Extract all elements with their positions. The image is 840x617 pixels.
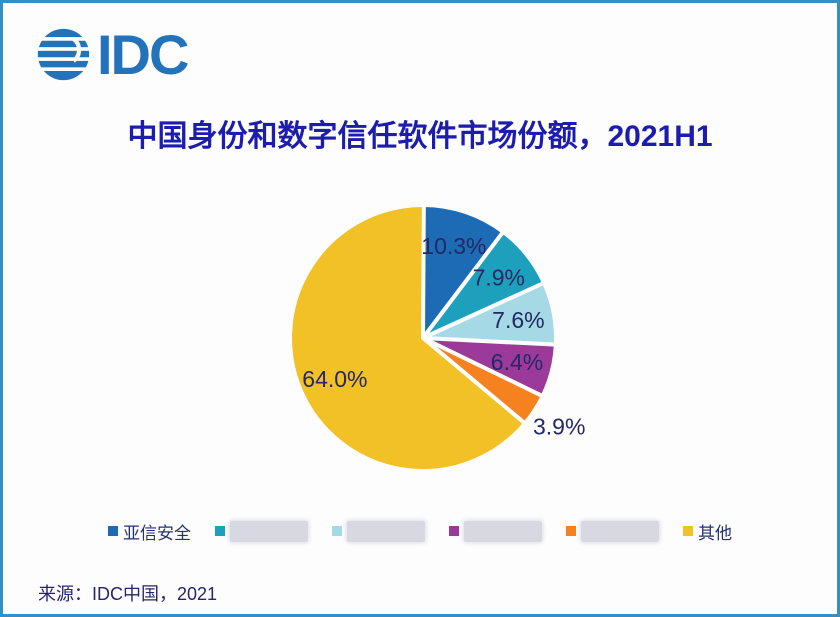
chart-title: 中国身份和数字信任软件市场份额，2021H1 xyxy=(127,120,713,153)
source-note: 来源：IDC中国，2021 xyxy=(38,584,218,604)
pie-slice-label: 6.4% xyxy=(491,349,543,375)
legend-label-redacted xyxy=(347,520,425,542)
pie-slice-label: 7.6% xyxy=(492,307,544,333)
legend-item xyxy=(332,520,425,542)
legend-item: 亚信安全 xyxy=(108,519,191,544)
legend-swatch xyxy=(683,526,693,536)
legend: 亚信安全 其他 xyxy=(3,517,837,545)
legend-label-redacted xyxy=(230,520,308,542)
legend-swatch xyxy=(332,526,342,536)
legend-item: 其他 xyxy=(683,519,732,544)
pie-slice-label: 7.9% xyxy=(473,264,525,290)
idc-logo: IDC xyxy=(36,23,189,86)
legend-swatch xyxy=(215,526,225,536)
legend-label-redacted xyxy=(581,520,659,542)
pie-slice xyxy=(288,202,527,473)
legend-item xyxy=(449,520,542,542)
legend-label: 其他 xyxy=(698,523,732,543)
pie-slice-label: 3.9% xyxy=(533,413,585,439)
pie-chart: 10.3% 7.9% 7.6% 6.4% 3.9% 64.0% xyxy=(288,202,585,473)
legend-item xyxy=(215,520,308,542)
legend-item xyxy=(566,520,659,542)
legend-label: 亚信安全 xyxy=(123,523,191,543)
legend-swatch xyxy=(566,526,576,536)
legend-label-redacted xyxy=(464,520,542,542)
pie-slice-label: 10.3% xyxy=(421,233,486,259)
pie-slice-label: 64.0% xyxy=(302,366,367,392)
idc-globe-icon xyxy=(36,28,91,81)
legend-swatch xyxy=(449,526,459,536)
legend-swatch xyxy=(108,526,118,536)
idc-logo-text: IDC xyxy=(97,23,189,86)
